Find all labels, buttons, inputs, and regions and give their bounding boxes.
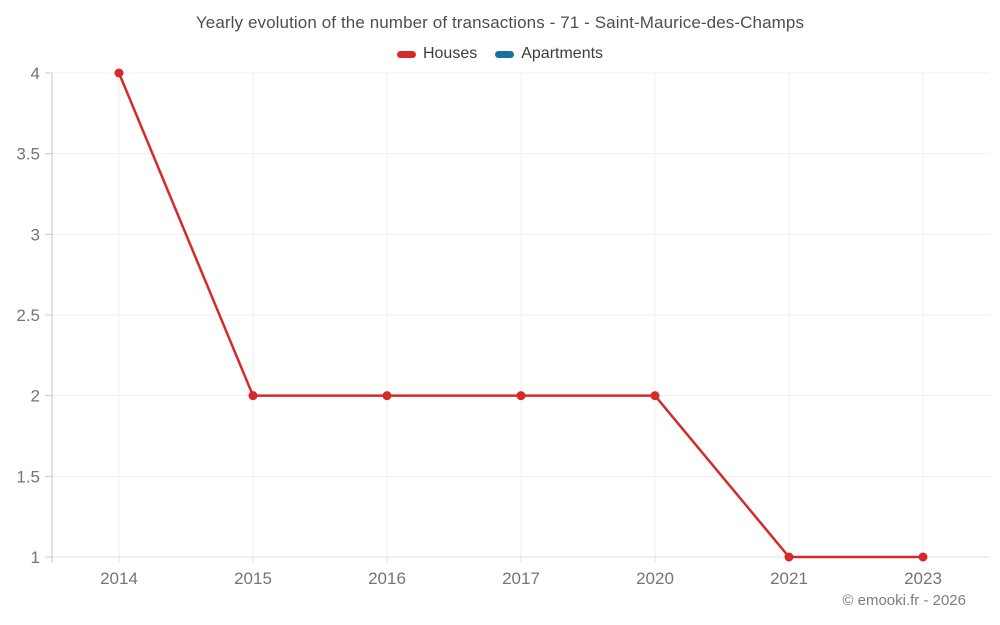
svg-text:2020: 2020 [636, 569, 674, 588]
data-point-houses-2014 [114, 68, 124, 78]
svg-text:2014: 2014 [100, 569, 138, 588]
data-point-houses-2017 [516, 391, 526, 401]
svg-text:2017: 2017 [502, 569, 540, 588]
legend-label-apartments: Apartments [521, 45, 604, 62]
data-point-houses-2021 [784, 552, 794, 562]
svg-text:1: 1 [31, 548, 40, 567]
svg-text:2023: 2023 [904, 569, 942, 588]
svg-text:2: 2 [31, 387, 40, 406]
data-point-houses-2016 [382, 391, 392, 401]
data-point-houses-2015 [248, 391, 258, 401]
series-houses [114, 68, 928, 562]
apartments-swatch-icon [495, 50, 515, 58]
svg-text:3.5: 3.5 [16, 145, 40, 164]
svg-text:2.5: 2.5 [16, 306, 40, 325]
legend-item-apartments[interactable]: Apartments [495, 45, 603, 63]
axes [45, 72, 990, 563]
copyright: © emooki.fr - 2026 [842, 592, 966, 609]
svg-text:2016: 2016 [368, 569, 406, 588]
data-point-houses-2023 [918, 552, 928, 562]
gridlines [52, 72, 990, 557]
svg-text:3: 3 [31, 225, 40, 244]
legend: Houses Apartments [0, 45, 1000, 63]
legend-item-houses[interactable]: Houses [396, 45, 478, 63]
legend-label-houses: Houses [422, 45, 478, 62]
svg-text:2015: 2015 [234, 569, 272, 588]
chart-title: Yearly evolution of the number of transa… [195, 13, 805, 32]
svg-text:2021: 2021 [770, 569, 808, 588]
x-tick-labels: 2014 2015 2016 2017 2020 2021 2023 [100, 569, 942, 588]
houses-swatch-icon [396, 50, 416, 58]
data-point-houses-2020 [650, 391, 660, 401]
svg-text:1.5: 1.5 [16, 467, 40, 486]
y-tick-labels: 1 1.5 2 2.5 3 3.5 4 [16, 64, 40, 567]
svg-text:4: 4 [31, 64, 40, 83]
